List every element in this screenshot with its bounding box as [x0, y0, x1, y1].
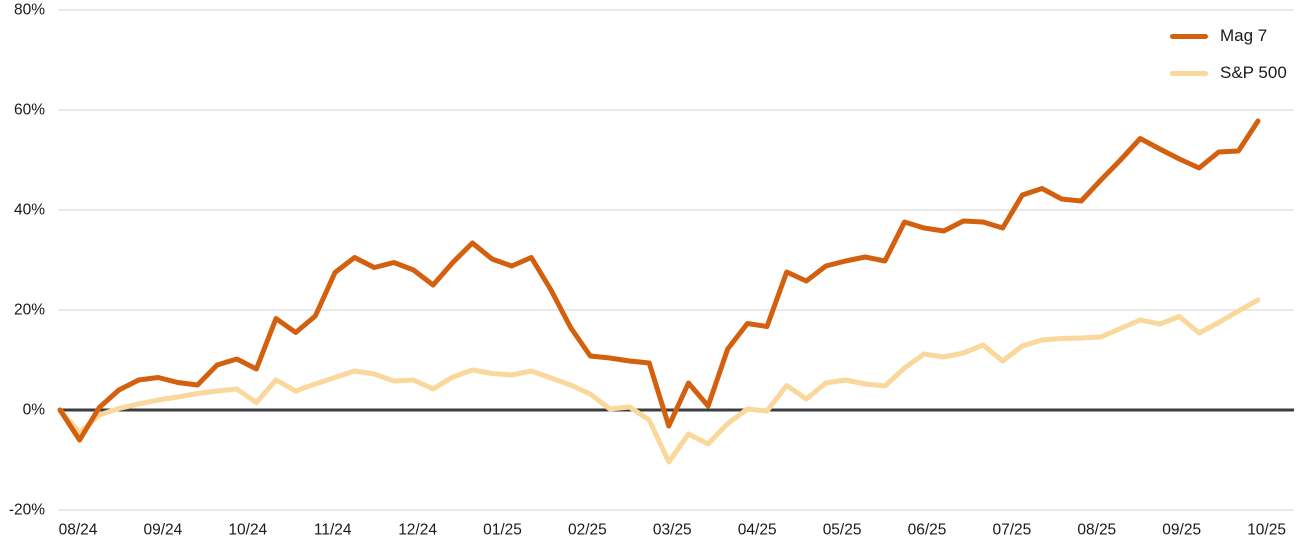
chart-legend: Mag 7 S&P 500: [1170, 26, 1292, 83]
x-tick-label: 10/25: [1247, 522, 1286, 539]
legend-label-sp500: S&P 500: [1220, 63, 1287, 82]
x-tick-label: 10/24: [228, 522, 267, 539]
series-line-mag-7: [57, 118, 1261, 443]
series-line-s-p-500: [57, 297, 1261, 465]
y-tick-label: 40%: [14, 202, 45, 219]
x-tick-label: 02/25: [568, 522, 607, 539]
x-tick-label: 04/25: [738, 522, 777, 539]
y-tick-label: 0%: [23, 402, 46, 419]
x-tick-label: 11/24: [314, 522, 352, 539]
x-tick-label: 08/25: [1077, 522, 1116, 539]
x-tick-label: 07/25: [993, 522, 1032, 539]
x-tick-label: 08/24: [59, 522, 98, 539]
x-tick-label: 01/25: [483, 522, 522, 539]
y-tick-label: 60%: [14, 102, 45, 119]
y-tick-label: 20%: [14, 302, 45, 319]
x-tick-label: 09/24: [144, 522, 183, 539]
x-tick-label: 05/25: [823, 522, 862, 539]
sp500-line-swatch: [1170, 70, 1208, 76]
y-tick-label: -20%: [9, 502, 45, 519]
legend-item-sp500: S&P 500: [1170, 63, 1292, 83]
x-tick-label: 06/25: [908, 522, 947, 539]
x-tick-label: 12/24: [398, 522, 437, 539]
mag7-line-swatch: [1170, 33, 1208, 39]
legend-item-mag7: Mag 7: [1170, 26, 1292, 46]
x-tick-label: 03/25: [653, 522, 692, 539]
legend-label-mag7: Mag 7: [1220, 26, 1268, 45]
x-tick-label: 09/25: [1162, 522, 1201, 539]
y-tick-label: 80%: [14, 2, 45, 19]
